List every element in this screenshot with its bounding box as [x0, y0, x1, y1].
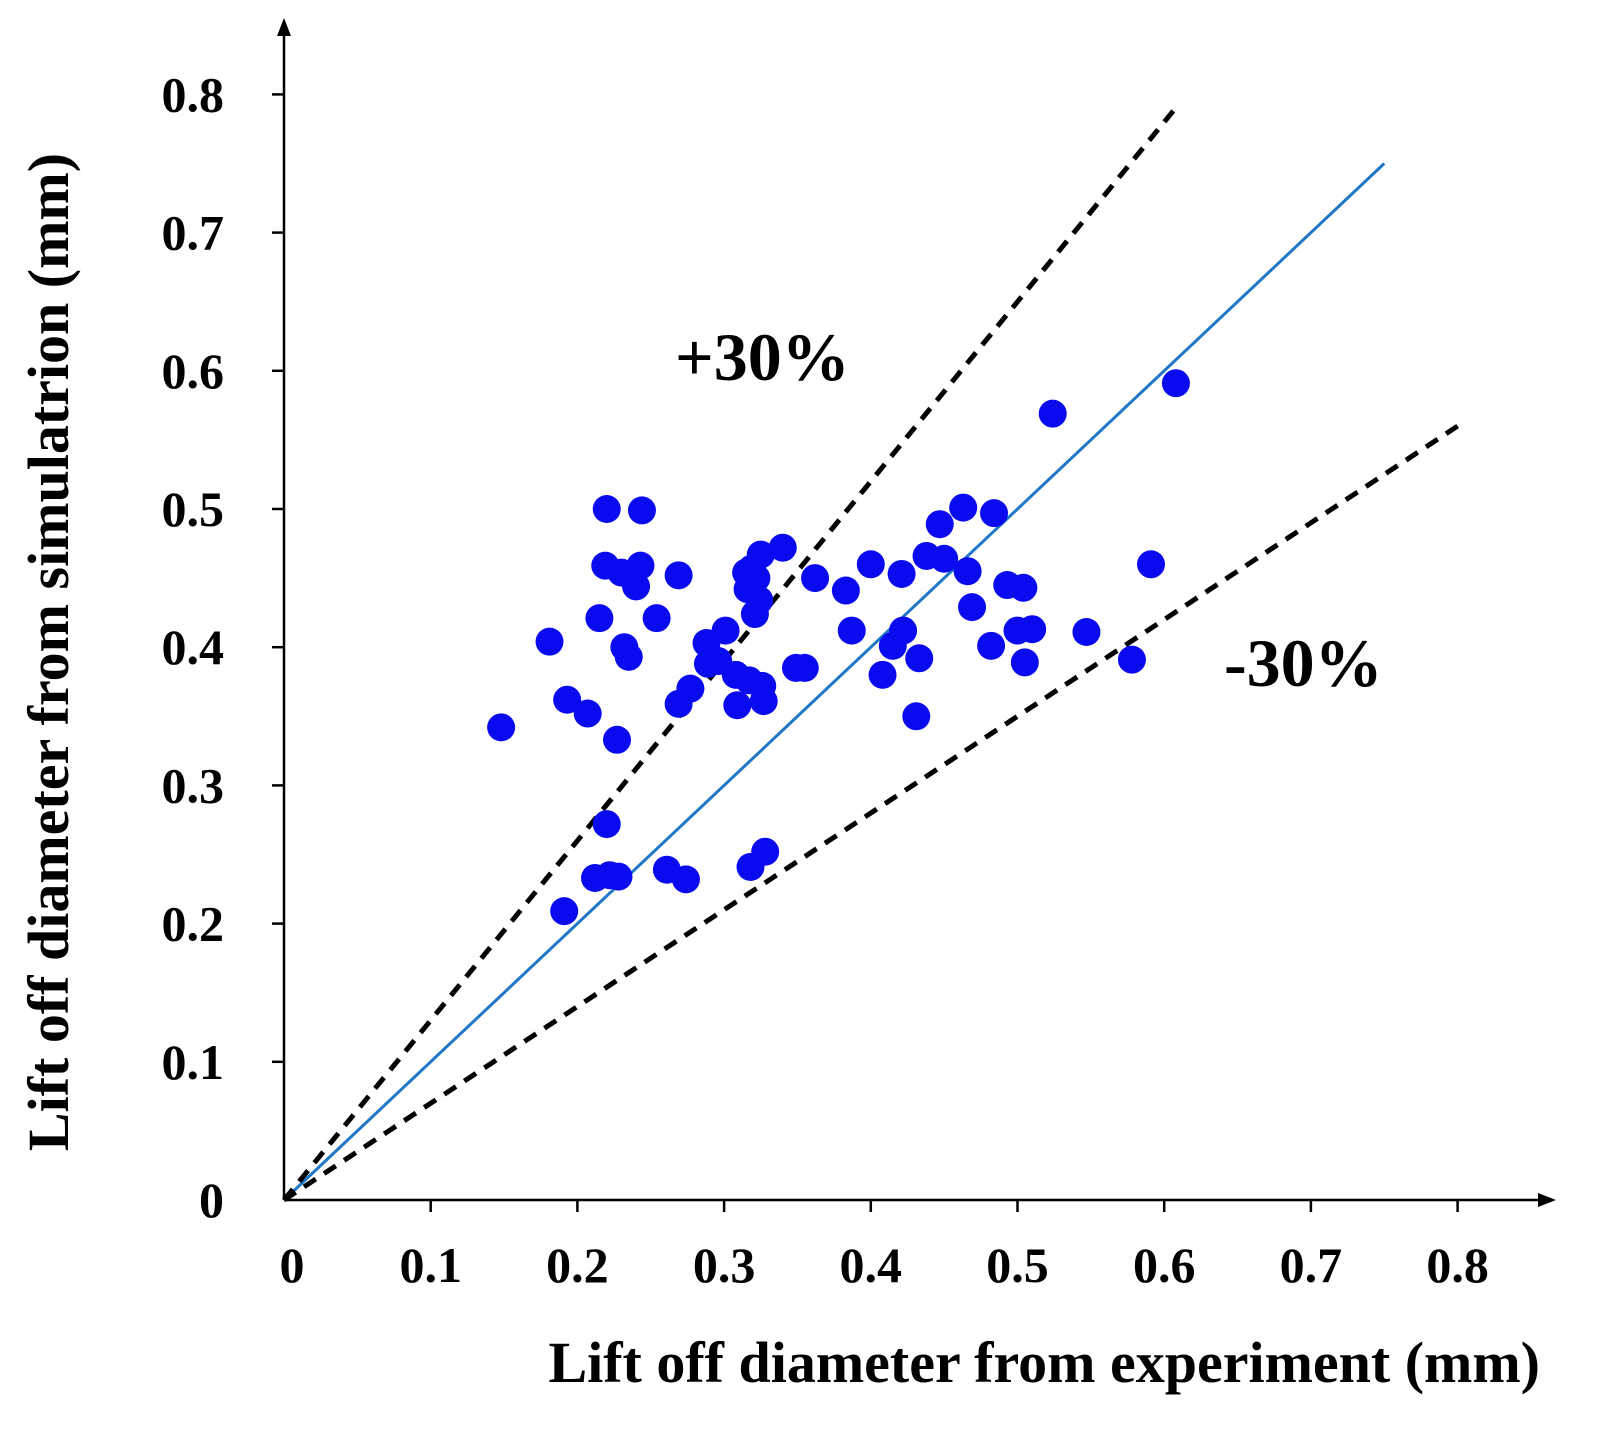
data-point — [905, 644, 934, 673]
data-point — [980, 499, 1009, 528]
y-tick-label: 0.8 — [162, 66, 225, 122]
data-point — [831, 576, 860, 605]
data-point — [1117, 645, 1146, 674]
y-tick-label: 0.5 — [162, 481, 225, 537]
data-point — [592, 495, 621, 523]
data-point — [553, 685, 582, 714]
data-point — [856, 550, 885, 579]
data-point — [953, 557, 982, 586]
y-tick-label: 0.6 — [162, 343, 225, 399]
data-point — [1136, 550, 1165, 579]
data-point — [930, 544, 959, 573]
data-point — [550, 897, 579, 926]
data-point — [801, 564, 830, 593]
reference-line-parity — [282, 162, 1386, 1202]
x-tick-label: 0.3 — [693, 1237, 756, 1293]
data-point — [746, 540, 775, 569]
data-point — [949, 493, 978, 522]
data-point — [887, 559, 916, 588]
data-point — [768, 533, 797, 562]
x-tick-label: 0.1 — [399, 1237, 462, 1293]
data-point — [749, 687, 778, 716]
tick-group: 0 0.1 0.2 0.3 0.4 0.5 0.6 0.7 0.8 0 0.1 0.2 0.3 0.4 0.… — [162, 66, 1489, 1293]
data-point — [676, 674, 705, 703]
y-tick-label: 0.1 — [162, 1034, 225, 1090]
data-point — [573, 699, 602, 728]
data-point — [925, 510, 954, 539]
data-point — [837, 616, 866, 645]
data-point — [1018, 615, 1047, 644]
x-tick-label: 0.6 — [1133, 1237, 1196, 1293]
data-point — [868, 660, 897, 689]
reference-lines — [282, 102, 1459, 1203]
data-point — [958, 593, 987, 622]
data-point — [1010, 648, 1039, 677]
y-tick-label: 0.4 — [162, 619, 225, 675]
data-point — [627, 496, 656, 525]
data-point — [604, 862, 633, 891]
data-point — [1038, 399, 1067, 428]
y-axis-title: Lift off diameter from simulatrion (mm) — [16, 153, 81, 1151]
annotation-plus-30: +30% — [675, 319, 850, 395]
reference-line-minus-30 — [282, 423, 1459, 1203]
data-point — [592, 810, 621, 839]
annotation-minus-30: -30% — [1224, 625, 1383, 701]
data-point — [790, 653, 819, 682]
x-tick-label: 0.8 — [1426, 1237, 1489, 1293]
data-point — [711, 616, 740, 645]
y-axis-arrow — [277, 18, 291, 36]
data-point — [889, 616, 918, 645]
data-point — [977, 631, 1006, 660]
y-tick-label: 0.2 — [162, 896, 225, 952]
data-point — [535, 627, 564, 656]
x-tick-label: 0 — [280, 1237, 305, 1293]
data-point — [671, 865, 700, 894]
data-point — [585, 604, 614, 633]
x-axis-title: Lift off diameter from experiment (mm) — [548, 1330, 1540, 1395]
data-point — [664, 561, 693, 590]
data-point — [487, 713, 516, 742]
data-points — [487, 369, 1190, 926]
data-point — [1161, 369, 1190, 398]
y-tick-label: 0.7 — [162, 205, 225, 261]
y-tick-label: 0.3 — [162, 757, 225, 813]
data-point — [1072, 617, 1101, 646]
data-point — [626, 551, 655, 580]
x-tick-label: 0.2 — [546, 1237, 609, 1293]
reference-line-plus-30 — [282, 102, 1181, 1202]
data-point — [603, 725, 632, 754]
data-point — [642, 604, 671, 633]
data-point — [1009, 573, 1038, 602]
data-point — [723, 691, 752, 720]
data-point — [742, 564, 771, 593]
data-point — [902, 702, 931, 731]
y-tick-label: 0 — [199, 1172, 224, 1228]
x-axis-arrow — [1538, 1193, 1556, 1207]
x-tick-label: 0.5 — [986, 1237, 1049, 1293]
x-tick-label: 0.7 — [1280, 1237, 1343, 1293]
data-point — [745, 586, 774, 615]
data-point — [614, 642, 643, 671]
data-point — [751, 837, 780, 866]
x-tick-label: 0.4 — [840, 1237, 903, 1293]
